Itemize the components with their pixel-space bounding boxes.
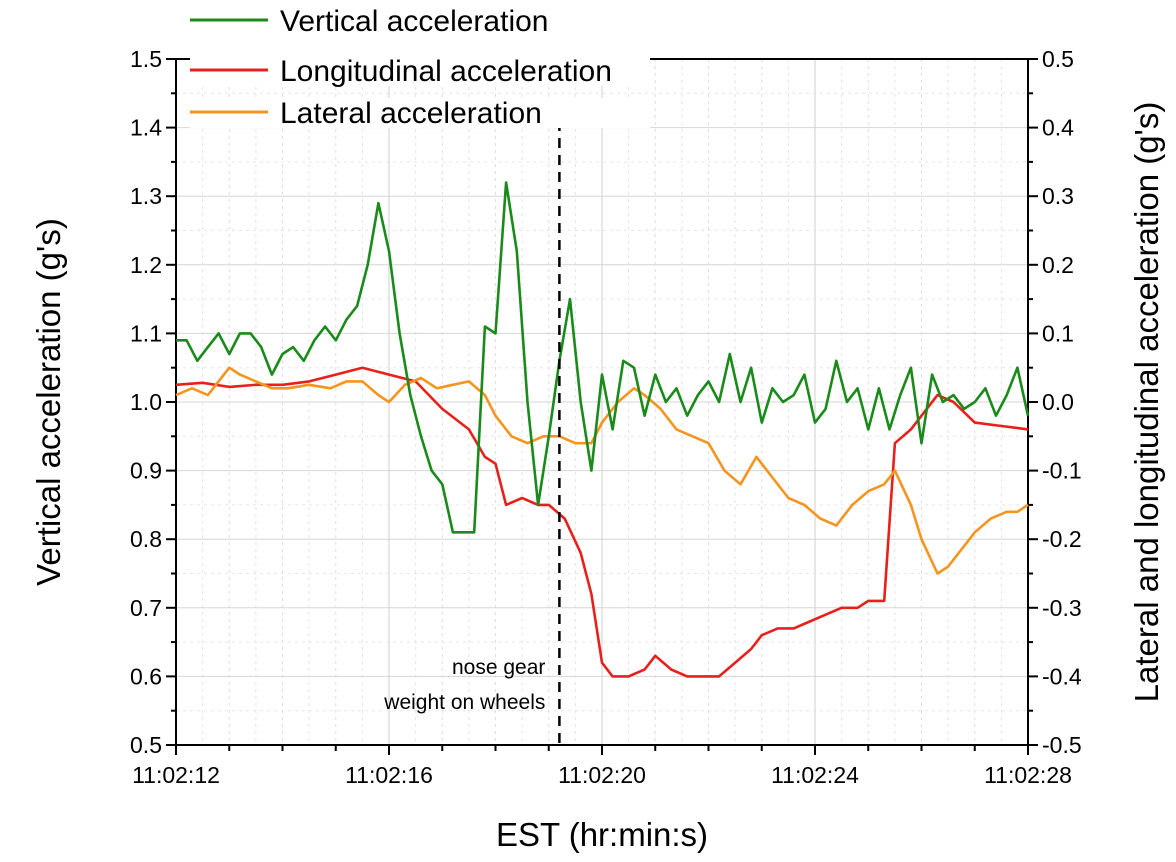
x-tick-label: 11:02:28 — [984, 762, 1072, 788]
y-tick-label: 0.7 — [130, 595, 162, 621]
y2-tick-label: 0.4 — [1042, 115, 1074, 141]
series-lines — [175, 181, 1030, 678]
y-tick-label: 1.3 — [130, 183, 162, 209]
x-tick-label: 11:02:24 — [771, 762, 859, 788]
series-line-longitudinal-acceleration — [175, 366, 1029, 678]
annotation: nose gear weight on wheels — [383, 104, 561, 745]
annotation-label-line2: weight on wheels — [383, 691, 545, 714]
y-tick-label: 1.2 — [130, 252, 162, 278]
y2-tick-label: -0.3 — [1042, 595, 1082, 621]
y-tick-label: 1.4 — [130, 115, 162, 141]
y-axis-title-left: Vertical acceleration (g's) — [30, 218, 67, 586]
grid-lines — [176, 59, 1028, 745]
y2-tick-label: 0.3 — [1042, 183, 1074, 209]
axis-ticks: 11:02:12 11:02:16 11:02:20 11:02:24 11:02:28… — [130, 46, 1082, 788]
y2-tick-label: -0.2 — [1042, 526, 1082, 552]
annotation-label-line1: nose gear — [452, 656, 545, 679]
y-tick-label: 0.9 — [130, 458, 162, 484]
legend-label: Vertical acceleration — [280, 5, 548, 38]
x-tick-label: 11:02:16 — [345, 762, 433, 788]
legend: Vertical acceleration Longitudinal accele… — [190, 5, 650, 130]
y2-tick-label: 0.2 — [1042, 252, 1074, 278]
y-tick-label: 0.6 — [130, 663, 162, 689]
legend-label: Lateral acceleration — [280, 97, 542, 130]
y2-tick-label: 0.0 — [1042, 389, 1074, 415]
x-tick-label: 11:02:20 — [558, 762, 646, 788]
y-tick-label: 1.1 — [130, 320, 162, 346]
y2-tick-label: 0.1 — [1042, 320, 1074, 346]
y-tick-label: 0.5 — [130, 732, 162, 758]
y-axis-title-right: Lateral and longitudinal acceleration (g… — [1128, 102, 1165, 703]
y-tick-label: 0.8 — [130, 526, 162, 552]
x-axis-title: EST (hr:min:s) — [496, 816, 708, 853]
y2-tick-label: 0.5 — [1042, 46, 1074, 72]
x-tick-label: 11:02:12 — [132, 762, 220, 788]
y-tick-label: 1.0 — [130, 389, 162, 415]
y2-tick-label: -0.5 — [1042, 732, 1082, 758]
y2-tick-label: -0.4 — [1042, 663, 1082, 689]
series-line-vertical-acceleration — [176, 181, 1030, 534]
y2-tick-label: -0.1 — [1042, 458, 1082, 484]
y-tick-label: 1.5 — [130, 46, 162, 72]
legend-label: Longitudinal acceleration — [280, 55, 612, 88]
